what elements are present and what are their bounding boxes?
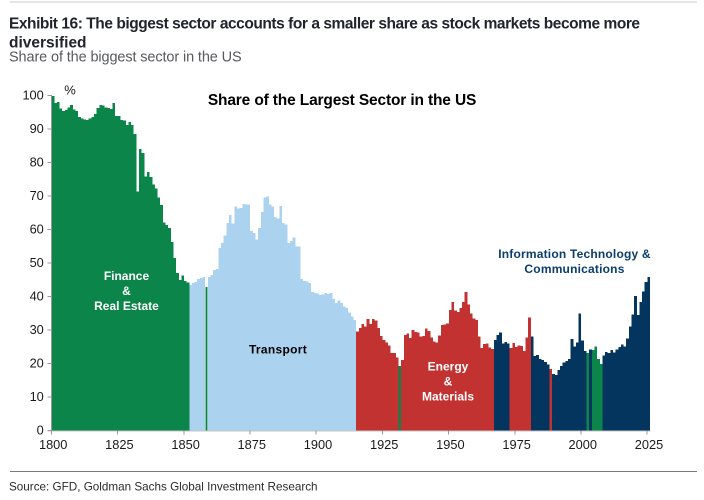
svg-text:20: 20 [30,356,44,371]
svg-text:1850: 1850 [171,437,199,452]
svg-text:Share of the Largest Sector in: Share of the Largest Sector in the US [208,92,476,109]
svg-text:Real Estate: Real Estate [94,299,159,313]
svg-text:60: 60 [30,222,44,237]
svg-text:10: 10 [30,389,44,404]
svg-text:&: & [122,284,131,298]
svg-text:Energy: Energy [428,360,469,374]
svg-text:Source: GFD, Goldman Sachs Glo: Source: GFD, Goldman Sachs Global Invest… [9,481,318,494]
svg-text:Finance: Finance [104,269,150,283]
svg-text:50: 50 [30,255,44,270]
svg-text:1825: 1825 [105,437,133,452]
svg-text:30: 30 [30,322,44,337]
svg-text:Information Technology &: Information Technology & [498,247,651,261]
svg-text:%: % [64,83,76,98]
svg-text:1875: 1875 [238,437,266,452]
svg-text:2025: 2025 [635,437,663,452]
svg-text:100: 100 [22,88,43,103]
svg-text:1975: 1975 [502,437,530,452]
svg-text:1800: 1800 [39,437,67,452]
svg-text:Communications: Communications [524,262,624,276]
svg-text:1950: 1950 [436,437,464,452]
svg-text:70: 70 [30,188,44,203]
svg-text:Exhibit 16: The biggest sector: Exhibit 16: The biggest sector accounts … [9,16,640,33]
svg-text:40: 40 [30,289,44,304]
svg-text:90: 90 [30,121,44,136]
svg-text:diversified: diversified [9,35,87,52]
svg-text:2000: 2000 [569,437,597,452]
svg-text:1900: 1900 [304,437,332,452]
svg-text:&: & [444,375,453,389]
svg-text:80: 80 [30,155,44,170]
svg-text:Share of the biggest sector in: Share of the biggest sector in the US [9,50,242,66]
svg-text:Materials: Materials [422,390,474,404]
svg-text:1925: 1925 [370,437,398,452]
svg-text:0: 0 [37,423,44,438]
svg-text:Transport: Transport [249,343,307,357]
